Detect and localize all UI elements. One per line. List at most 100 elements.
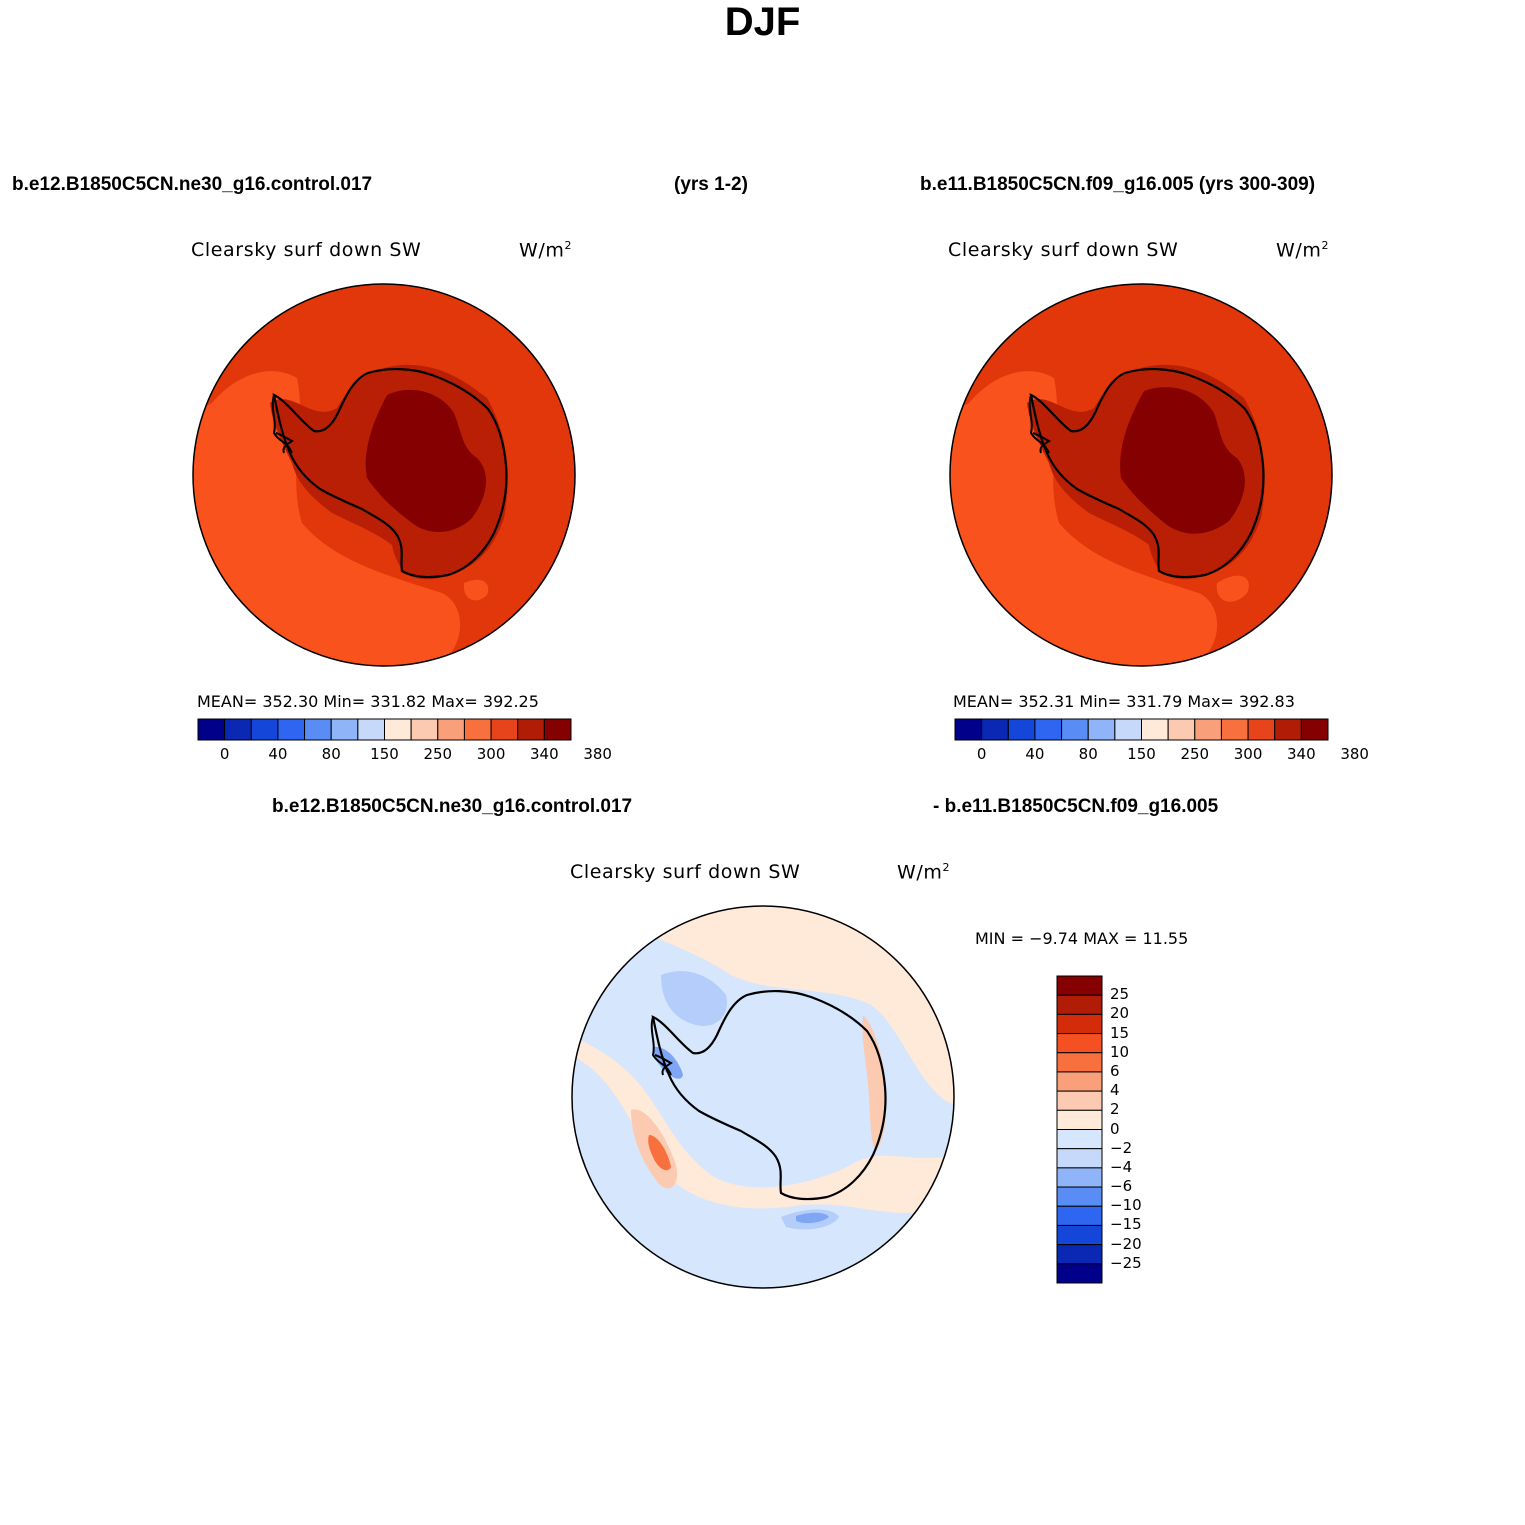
colorbar-swatch bbox=[1274, 718, 1302, 741]
colorbar-swatch bbox=[1056, 1090, 1103, 1111]
colorbar-tick-label: 10 bbox=[1110, 1042, 1130, 1061]
left-units-label: W/m2 bbox=[519, 239, 573, 262]
colorbar-tick-label: 0 bbox=[219, 745, 230, 763]
left-polar-map bbox=[192, 283, 576, 667]
diff-positive-coast-east bbox=[862, 1015, 887, 1150]
map-antarctica-coastline bbox=[1029, 367, 1265, 579]
map-high-sw-band bbox=[193, 371, 460, 666]
colorbar-swatch bbox=[224, 718, 252, 741]
left-stats: MEAN= 352.30 Min= 331.82 Max= 392.25 bbox=[197, 692, 539, 711]
colorbar-tick-label: 340 bbox=[1287, 745, 1316, 763]
colorbar-swatch bbox=[1056, 1052, 1103, 1073]
diff-peninsula-outline bbox=[650, 1016, 673, 1076]
colorbar-tick-label: 250 bbox=[1180, 745, 1210, 763]
colorbar-tick-label: 340 bbox=[530, 745, 559, 763]
colorbar-swatch bbox=[954, 718, 983, 741]
map-peninsula-outline bbox=[1028, 394, 1051, 454]
colorbar-tick-label: −10 bbox=[1110, 1196, 1142, 1215]
colorbar-swatch bbox=[384, 718, 412, 741]
diff-negative-patch-nw bbox=[661, 971, 727, 1026]
colorbar-tick-label: −6 bbox=[1110, 1177, 1133, 1196]
map-antarctica-coastline bbox=[272, 367, 508, 579]
colorbar-swatch bbox=[1056, 1205, 1103, 1226]
colorbar-swatch bbox=[1141, 718, 1169, 741]
map-plateau-zone bbox=[365, 389, 487, 533]
map-high-sw-patch bbox=[1216, 575, 1249, 602]
diff-positive-north bbox=[651, 906, 954, 1105]
colorbar-swatch bbox=[490, 718, 519, 741]
case1-years: (yrs 1-2) bbox=[674, 174, 748, 195]
colorbar-swatch bbox=[1056, 1129, 1103, 1150]
colorbar-tick-label: 150 bbox=[370, 745, 399, 763]
diff-header-left: b.e12.B1850C5CN.ne30_g16.control.017 bbox=[272, 796, 633, 817]
colorbar-swatch bbox=[1056, 975, 1103, 996]
colorbar-swatch bbox=[304, 718, 332, 741]
colorbar-swatch bbox=[1300, 718, 1329, 741]
diff-negative-south-core bbox=[796, 1212, 829, 1224]
colorbar-swatch bbox=[1247, 718, 1276, 741]
colorbar-swatch bbox=[250, 718, 279, 741]
right-colorbar bbox=[954, 718, 1329, 741]
colorbar-tick-label: −15 bbox=[1110, 1215, 1142, 1234]
right-variable-label: Clearsky surf down SW bbox=[948, 239, 1179, 261]
colorbar-tick-label: 300 bbox=[476, 745, 506, 763]
case2-header: b.e11.B1850C5CN.f09_g16.005 (yrs 300-309… bbox=[920, 174, 1316, 195]
colorbar-swatch bbox=[1061, 718, 1089, 741]
case1-header: b.e12.B1850C5CN.ne30_g16.control.017 bbox=[12, 174, 373, 195]
diff-positive-max bbox=[648, 1135, 671, 1171]
colorbar-tick-label: 4 bbox=[1110, 1081, 1120, 1100]
colorbar-tick-label: 380 bbox=[1340, 745, 1369, 763]
right-stats: MEAN= 352.31 Min= 331.79 Max= 392.83 bbox=[953, 692, 1295, 711]
colorbar-swatch bbox=[1056, 994, 1103, 1015]
colorbar-tick-label: 25 bbox=[1110, 985, 1130, 1004]
colorbar-tick-label: 80 bbox=[1078, 745, 1098, 763]
colorbar-swatch bbox=[410, 718, 439, 741]
colorbar-swatch bbox=[1194, 718, 1222, 741]
map-peninsula-outline bbox=[271, 394, 294, 454]
colorbar-swatch bbox=[517, 718, 545, 741]
colorbar-swatch bbox=[1087, 718, 1116, 741]
diff-minmax: MIN = −9.74 MAX = 11.55 bbox=[975, 929, 1189, 948]
colorbar-tick-label: 6 bbox=[1110, 1061, 1120, 1080]
colorbar-tick-label: −2 bbox=[1110, 1138, 1133, 1157]
colorbar-swatch bbox=[330, 718, 359, 741]
colorbar-tick-label: 0 bbox=[976, 745, 987, 763]
colorbar-swatch bbox=[1220, 718, 1249, 741]
colorbar-swatch bbox=[1056, 1033, 1103, 1054]
colorbar-swatch bbox=[981, 718, 1009, 741]
colorbar-tick-label: 40 bbox=[268, 745, 288, 763]
right-units-label: W/m2 bbox=[1276, 239, 1330, 262]
colorbar-swatch bbox=[437, 718, 465, 741]
colorbar-swatch bbox=[357, 718, 385, 741]
colorbar-swatch bbox=[543, 718, 572, 741]
colorbar-swatch bbox=[277, 718, 306, 741]
colorbar-swatch bbox=[1056, 1013, 1103, 1035]
colorbar-swatch bbox=[1056, 1167, 1103, 1188]
colorbar-tick-label: 250 bbox=[423, 745, 453, 763]
colorbar-swatch bbox=[1034, 718, 1063, 741]
map-high-sw-band bbox=[950, 371, 1217, 666]
colorbar-swatch bbox=[1167, 718, 1196, 741]
diff-positive-ne bbox=[768, 915, 829, 972]
colorbar-tick-label: 20 bbox=[1110, 1004, 1130, 1023]
colorbar-swatch bbox=[463, 718, 492, 741]
left-colorbar bbox=[197, 718, 572, 741]
colorbar-tick-label: 40 bbox=[1025, 745, 1045, 763]
diff-header-right: - b.e11.B1850C5CN.f09_g16.005 bbox=[933, 796, 1219, 817]
colorbar-swatch bbox=[1114, 718, 1142, 741]
diff-polar-map bbox=[571, 905, 955, 1289]
colorbar-swatch bbox=[1056, 1244, 1103, 1265]
colorbar-tick-label: 150 bbox=[1127, 745, 1156, 763]
left-variable-label: Clearsky surf down SW bbox=[191, 239, 422, 261]
colorbar-swatch bbox=[1056, 1148, 1103, 1169]
diff-antarctica-coastline bbox=[651, 989, 887, 1201]
diff-units-label: W/m2 bbox=[897, 861, 951, 884]
colorbar-tick-label: 2 bbox=[1110, 1100, 1120, 1119]
colorbar-swatch bbox=[1056, 1224, 1103, 1246]
colorbar-tick-label: 80 bbox=[321, 745, 341, 763]
colorbar-tick-label: −4 bbox=[1110, 1157, 1133, 1176]
colorbar-swatch bbox=[1056, 1186, 1103, 1207]
figure-title: DJF bbox=[724, 0, 801, 44]
colorbar-tick-label: −20 bbox=[1110, 1234, 1142, 1253]
colorbar-swatch bbox=[197, 718, 226, 741]
